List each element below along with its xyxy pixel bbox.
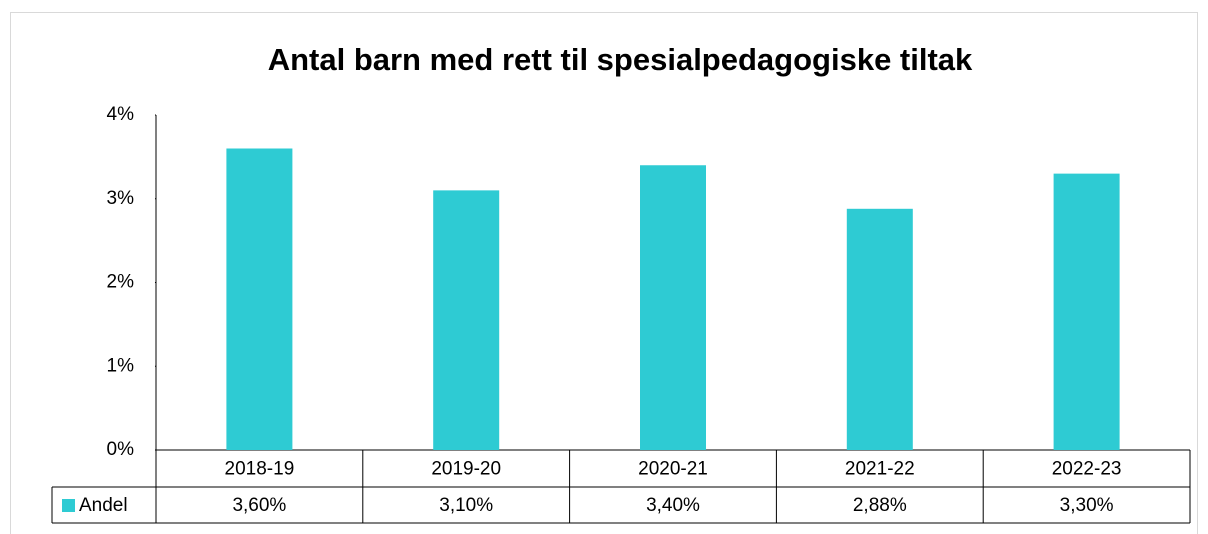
y-tick-label: 2% — [107, 272, 135, 293]
x-tick-label: 2020-21 — [638, 459, 708, 480]
y-tick-label: 1% — [107, 355, 135, 376]
y-tick-label: 0% — [107, 439, 135, 460]
data-label: 2,88% — [853, 495, 907, 516]
data-label: 3,30% — [1060, 495, 1114, 516]
bar — [640, 165, 706, 450]
data-label: 3,60% — [232, 495, 286, 516]
legend-swatch — [62, 499, 75, 512]
bar — [1053, 173, 1120, 450]
x-tick-label: 2021-22 — [845, 459, 915, 480]
bar — [846, 208, 913, 450]
chart-border — [10, 12, 1198, 534]
x-tick-label: 2019-20 — [431, 459, 501, 480]
data-label: 3,10% — [439, 495, 493, 516]
bar — [226, 148, 293, 450]
bar — [433, 190, 500, 450]
x-tick-label: 2018-19 — [225, 459, 295, 480]
legend-label: Andel — [79, 495, 128, 516]
x-tick-label: 2022-23 — [1052, 459, 1122, 480]
chart-title: Antal barn med rett til spesialpedagogis… — [268, 42, 973, 77]
y-tick-label: 3% — [107, 188, 135, 209]
y-tick-label: 4% — [107, 104, 135, 125]
data-label: 3,40% — [646, 495, 700, 516]
